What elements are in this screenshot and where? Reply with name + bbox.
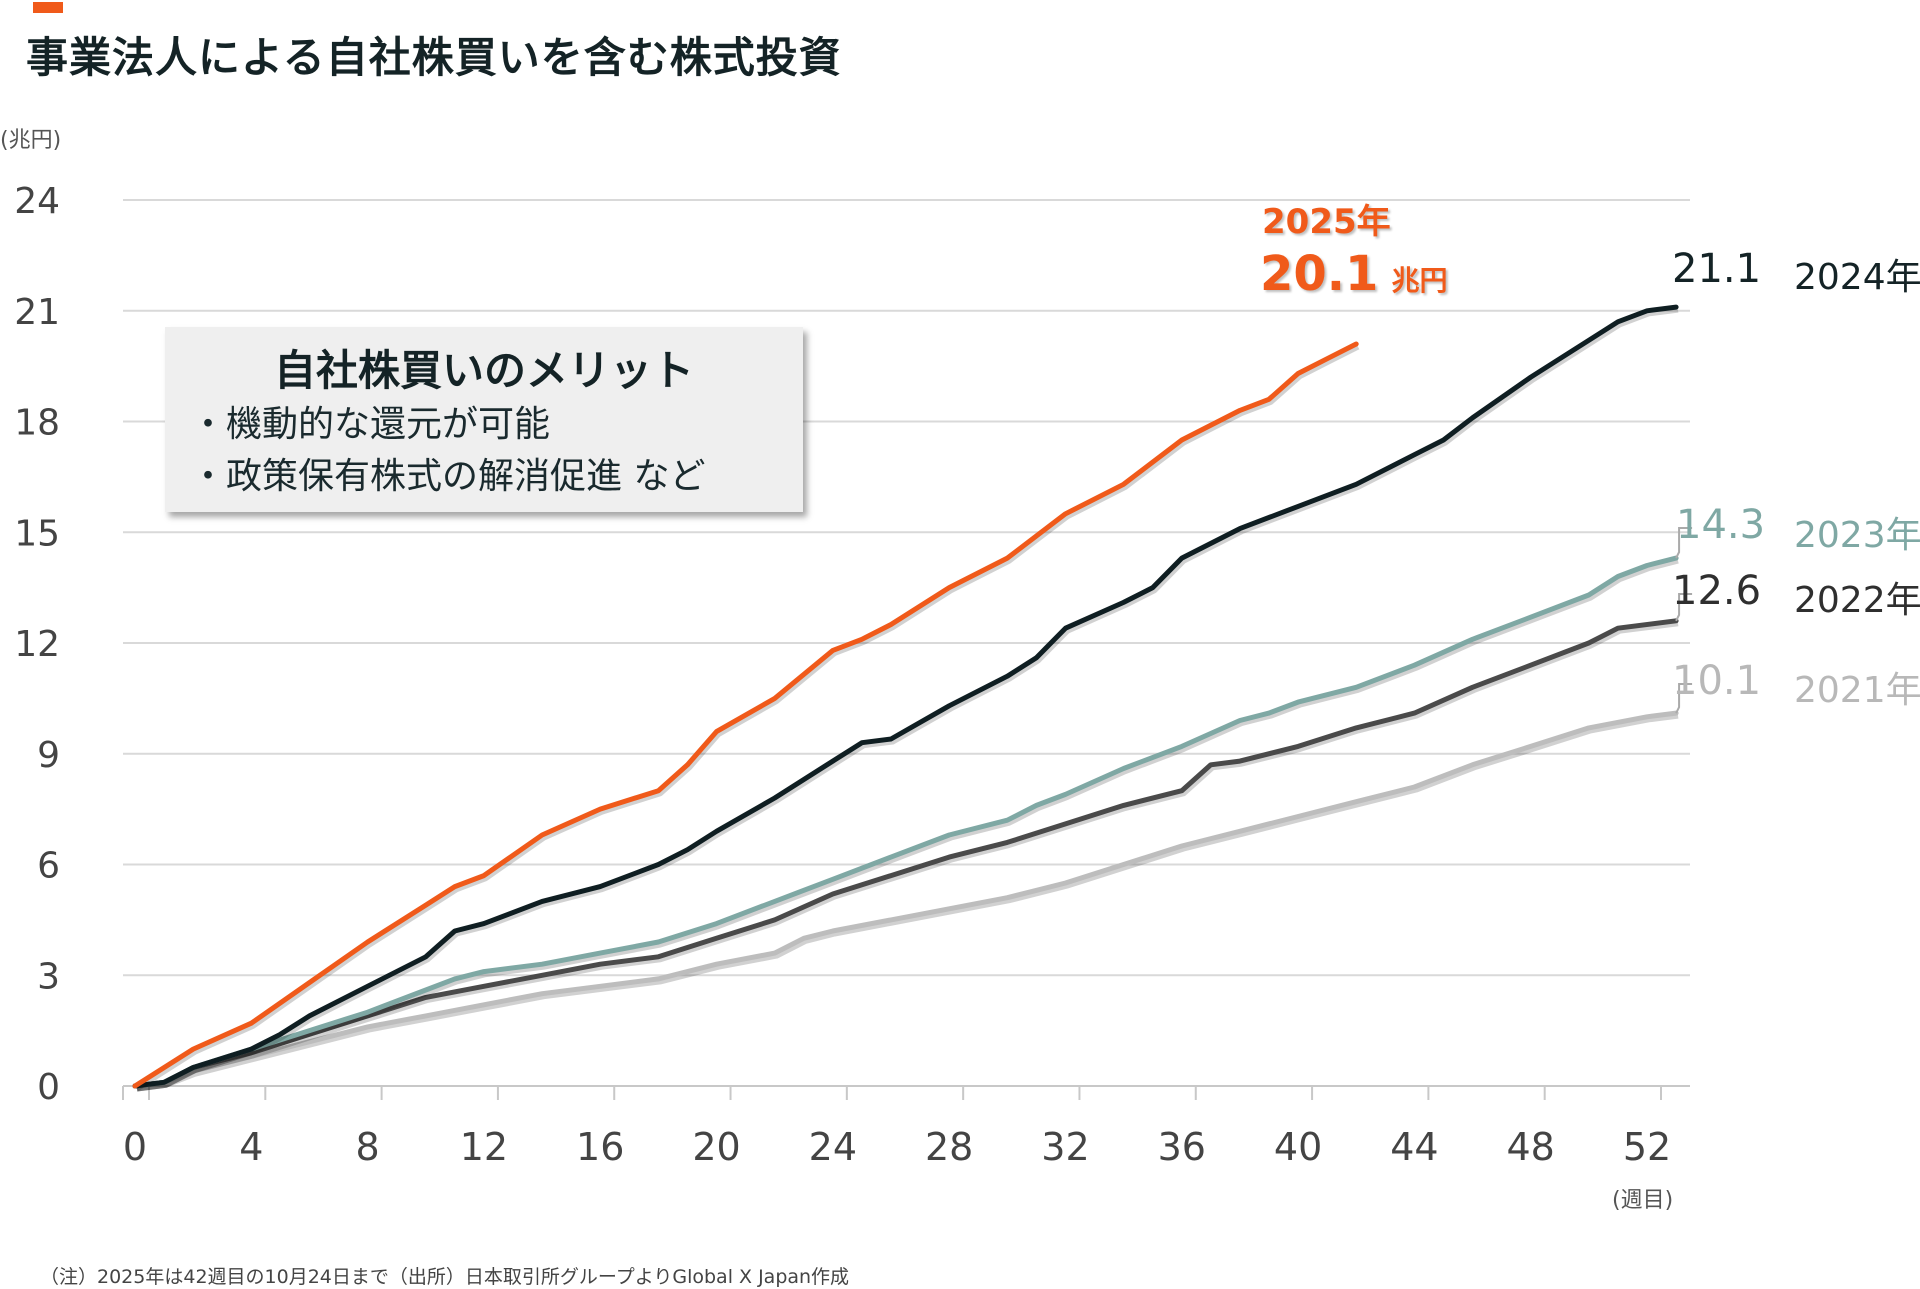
x-tick-label: 52 [1623,1125,1671,1169]
x-tick-label: 32 [1041,1125,1089,1169]
y-tick-label: 6 [37,846,60,887]
x-tick-label: 48 [1507,1125,1555,1169]
y-axis-tick-labels: 0 3 6 9 12 15 18 21 24 [14,181,60,1108]
y-tick-label: 15 [14,513,60,554]
end-label-2024-year: 2024年 [1794,257,1920,298]
series-line-2024-shadow [136,307,1679,1092]
x-tick-label: 44 [1390,1125,1438,1169]
series-line-2023-shadow [136,558,1679,1092]
series-line-2023 [132,555,1679,1089]
x-tick-label: 12 [460,1125,508,1169]
highlight-year-2025: 2025年 [1262,202,1391,242]
leader-line-2023 [1675,527,1693,559]
x-tick-label: 8 [356,1125,380,1169]
y-tick-label: 12 [14,624,60,665]
y-tick-label: 21 [14,292,60,333]
series-line-2025-shadow [135,344,1360,1092]
series-line-2025 [132,341,1359,1089]
end-label-2021-year: 2021年 [1794,670,1920,711]
highlight-value: 20.1 [1260,246,1379,302]
callout-item: ・機動的な還元が可能 [190,404,551,445]
title-accent-bar [33,2,63,13]
x-tick-label: 4 [239,1125,263,1169]
y-tick-label: 24 [14,181,60,222]
callout-title: 自社株買いのメリット [273,346,694,395]
y-axis-unit-label: (兆円) [0,128,62,153]
end-label-2023-year: 2023年 [1794,515,1920,556]
source-note: （注）2025年は42週目の10月24日まで（出所）日本取引所グループよりGlo… [40,1266,850,1288]
highlight-unit: 兆円 [1391,264,1448,297]
series-line-2021-shadow [136,713,1679,1092]
buyback-merits-callout: 自社株買いのメリット ・機動的な還元が可能 ・政策保有株式の解消促進 など [165,327,803,512]
series-lines [132,304,1679,1092]
x-axis-unit-label: (週目) [1612,1188,1674,1213]
x-tick-label: 16 [576,1125,624,1169]
series-line-2024 [132,304,1679,1089]
x-tick-label: 0 [123,1125,147,1169]
series-line-2021 [132,710,1679,1089]
y-tick-label: 3 [37,956,60,997]
label-leader-lines [1675,527,1693,714]
x-tick-label: 20 [692,1125,740,1169]
end-label-2023-value: 14.3 [1676,502,1766,548]
callout-item: ・政策保有株式の解消促進 など [190,456,706,497]
end-label-2022-value: 12.6 [1672,568,1762,614]
end-label-2024-value: 21.1 [1672,246,1762,292]
leader-line-2022 [1675,593,1693,622]
chart-title: 事業法人による自社株買いを含む株式投資 [26,33,842,82]
x-tick-label: 24 [809,1125,857,1169]
x-tick-label: 36 [1158,1125,1206,1169]
y-tick-label: 18 [14,403,60,444]
series-line-2022 [132,618,1679,1089]
x-tick-label: 28 [925,1125,973,1169]
end-label-2022-year: 2022年 [1794,580,1920,621]
y-tick-label: 0 [37,1067,60,1108]
leader-line-2021 [1675,683,1693,714]
x-axis-ticks [122,1086,1662,1100]
end-label-2021-value: 10.1 [1672,658,1762,704]
x-axis-tick-labels: 0 4 8 12 16 20 24 28 32 36 40 44 48 52 [123,1125,1671,1169]
x-tick-label: 40 [1274,1125,1322,1169]
y-tick-label: 9 [37,735,60,776]
series-line-2022-shadow [136,621,1679,1092]
highlight-value-2025: 20.1 兆円 [1260,246,1448,302]
